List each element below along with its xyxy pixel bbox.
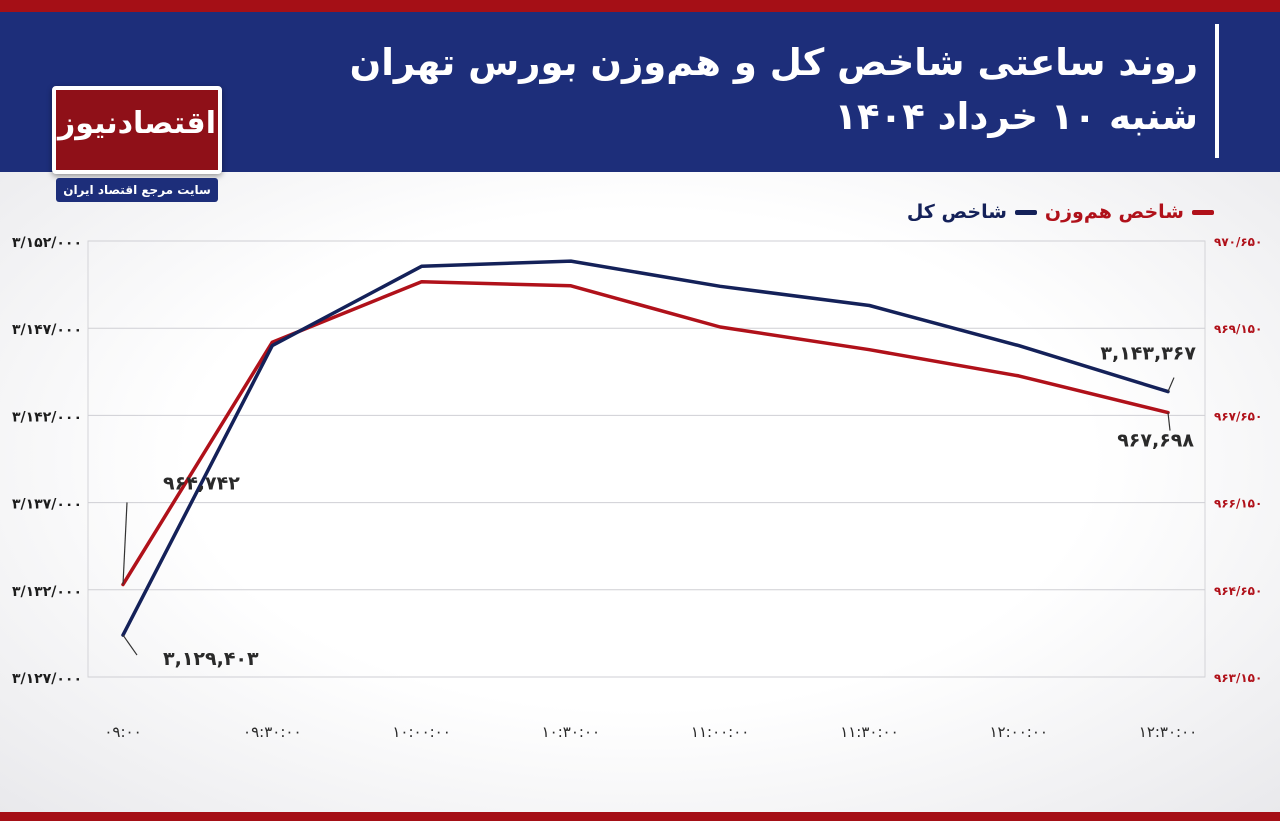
y-right-tick-label: ۹۶۴/۶۵۰ xyxy=(1214,584,1262,598)
bottom-accent-bar xyxy=(0,812,1280,821)
chart-background xyxy=(0,172,1280,812)
chart-legend: شاخص هم‌وزن شاخص کل xyxy=(907,201,1214,223)
x-tick-label: ۱۰:۰۰:۰۰ xyxy=(392,723,450,741)
series-line-equal-weight xyxy=(121,279,1170,587)
brand-logo-text: اقتصادنیوز xyxy=(58,106,216,141)
y-left-tick-label: ۳/۱۴۲/۰۰۰ xyxy=(12,409,82,425)
x-tick-label: ۱۲:۰۰:۰۰ xyxy=(989,723,1047,741)
annotation-leader xyxy=(1167,412,1171,431)
legend-swatch-equal-weight xyxy=(1192,209,1214,215)
x-tick-label: ۰۹:۰۰ xyxy=(104,723,141,741)
chart-title: روند ساعتی شاخص کل و هم‌وزن بورس تهران xyxy=(349,41,1198,84)
data-label: ۳,۱۴۳,۳۶۷ xyxy=(1100,343,1196,365)
series-line-main-index xyxy=(121,259,1170,637)
chart-date: شنبه ۱۰ خرداد ۱۴۰۴ xyxy=(834,95,1198,138)
annotation-leader xyxy=(122,634,138,656)
data-label: ۹۶۷,۶۹۸ xyxy=(1117,430,1194,452)
y-left-tick-label: ۳/۱۲۷/۰۰۰ xyxy=(12,671,82,687)
x-tick-label: ۱۱:۰۰:۰۰ xyxy=(691,723,749,741)
top-accent-bar xyxy=(0,0,1280,12)
legend-item-main-index: شاخص کل xyxy=(907,201,1037,223)
header-divider xyxy=(1215,24,1219,158)
legend-swatch-main-index xyxy=(1014,209,1037,215)
data-label: ۳,۱۲۹,۴۰۳ xyxy=(163,648,259,670)
y-left-tick-label: ۳/۱۳۲/۰۰۰ xyxy=(12,584,82,600)
legend-label-main-index: شاخص کل xyxy=(906,201,1007,223)
annotation-leader xyxy=(1167,377,1175,392)
y-left-tick-label: ۳/۱۵۲/۰۰۰ xyxy=(12,235,82,251)
chart-title-block: روند ساعتی شاخص کل و هم‌وزن بورس تهران ش… xyxy=(349,36,1198,144)
y-right-tick-label: ۹۶۶/۱۵۰ xyxy=(1214,497,1262,511)
x-tick-label: ۱۱:۳۰:۰۰ xyxy=(840,723,898,741)
legend-label-equal-weight: شاخص هم‌وزن xyxy=(1044,201,1184,223)
legend-item-equal-weight: شاخص هم‌وزن xyxy=(1045,201,1214,223)
y-right-tick-label: ۹۶۷/۶۵۰ xyxy=(1214,409,1262,423)
brand-tagline: سایت مرجع اقتصاد ایران xyxy=(56,178,218,202)
y-left-tick-label: ۳/۱۳۷/۰۰۰ xyxy=(12,497,82,513)
y-right-tick-label: ۹۶۳/۱۵۰ xyxy=(1214,671,1262,685)
x-tick-label: ۰۹:۳۰:۰۰ xyxy=(243,723,301,741)
data-label: ۹۶۴,۷۴۲ xyxy=(163,472,240,494)
x-tick-label: ۱۰:۳۰:۰۰ xyxy=(542,723,600,741)
y-left-tick-label: ۳/۱۴۷/۰۰۰ xyxy=(12,322,82,338)
y-right-tick-label: ۹۶۹/۱۵۰ xyxy=(1214,322,1262,336)
brand-logo: اقتصادنیوز xyxy=(52,86,222,174)
y-right-tick-label: ۹۷۰/۶۵۰ xyxy=(1214,235,1262,249)
x-tick-label: ۱۲:۳۰:۰۰ xyxy=(1139,723,1197,741)
annotation-leader xyxy=(122,502,128,585)
